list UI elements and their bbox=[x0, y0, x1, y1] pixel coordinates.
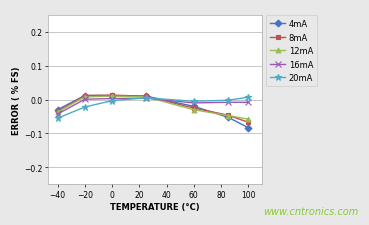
Line: 12mA: 12mA bbox=[55, 94, 251, 122]
16mA bbox=[144, 97, 148, 100]
Line: 16mA: 16mA bbox=[54, 96, 252, 118]
8mA bbox=[83, 95, 87, 97]
4mA bbox=[246, 127, 251, 130]
12mA bbox=[192, 109, 196, 112]
20mA bbox=[55, 117, 60, 120]
8mA bbox=[246, 122, 251, 124]
8mA bbox=[55, 111, 60, 113]
12mA bbox=[110, 95, 114, 98]
20mA bbox=[226, 99, 230, 102]
20mA bbox=[110, 100, 114, 103]
Line: 20mA: 20mA bbox=[54, 94, 252, 122]
12mA bbox=[144, 96, 148, 99]
Y-axis label: ERROR ( % FS): ERROR ( % FS) bbox=[12, 66, 21, 134]
8mA bbox=[144, 95, 148, 98]
12mA bbox=[55, 111, 60, 114]
16mA bbox=[110, 98, 114, 101]
Text: www.cntronics.com: www.cntronics.com bbox=[263, 206, 358, 216]
Line: 8mA: 8mA bbox=[55, 93, 251, 125]
16mA bbox=[83, 99, 87, 101]
8mA bbox=[192, 107, 196, 110]
4mA bbox=[226, 116, 230, 119]
4mA bbox=[110, 95, 114, 97]
16mA bbox=[246, 101, 251, 104]
8mA bbox=[110, 94, 114, 97]
4mA bbox=[83, 95, 87, 97]
4mA bbox=[55, 109, 60, 112]
20mA bbox=[83, 106, 87, 109]
Line: 4mA: 4mA bbox=[55, 94, 251, 130]
12mA bbox=[83, 96, 87, 99]
20mA bbox=[246, 96, 251, 99]
20mA bbox=[192, 100, 196, 103]
8mA bbox=[226, 114, 230, 117]
4mA bbox=[192, 106, 196, 108]
12mA bbox=[226, 115, 230, 117]
4mA bbox=[144, 95, 148, 98]
Legend: 4mA, 8mA, 12mA, 16mA, 20mA: 4mA, 8mA, 12mA, 16mA, 20mA bbox=[266, 16, 317, 87]
20mA bbox=[144, 97, 148, 100]
16mA bbox=[55, 113, 60, 116]
16mA bbox=[192, 102, 196, 105]
16mA bbox=[226, 101, 230, 104]
X-axis label: TEMPERATURE (°C): TEMPERATURE (°C) bbox=[110, 202, 200, 211]
12mA bbox=[246, 118, 251, 121]
